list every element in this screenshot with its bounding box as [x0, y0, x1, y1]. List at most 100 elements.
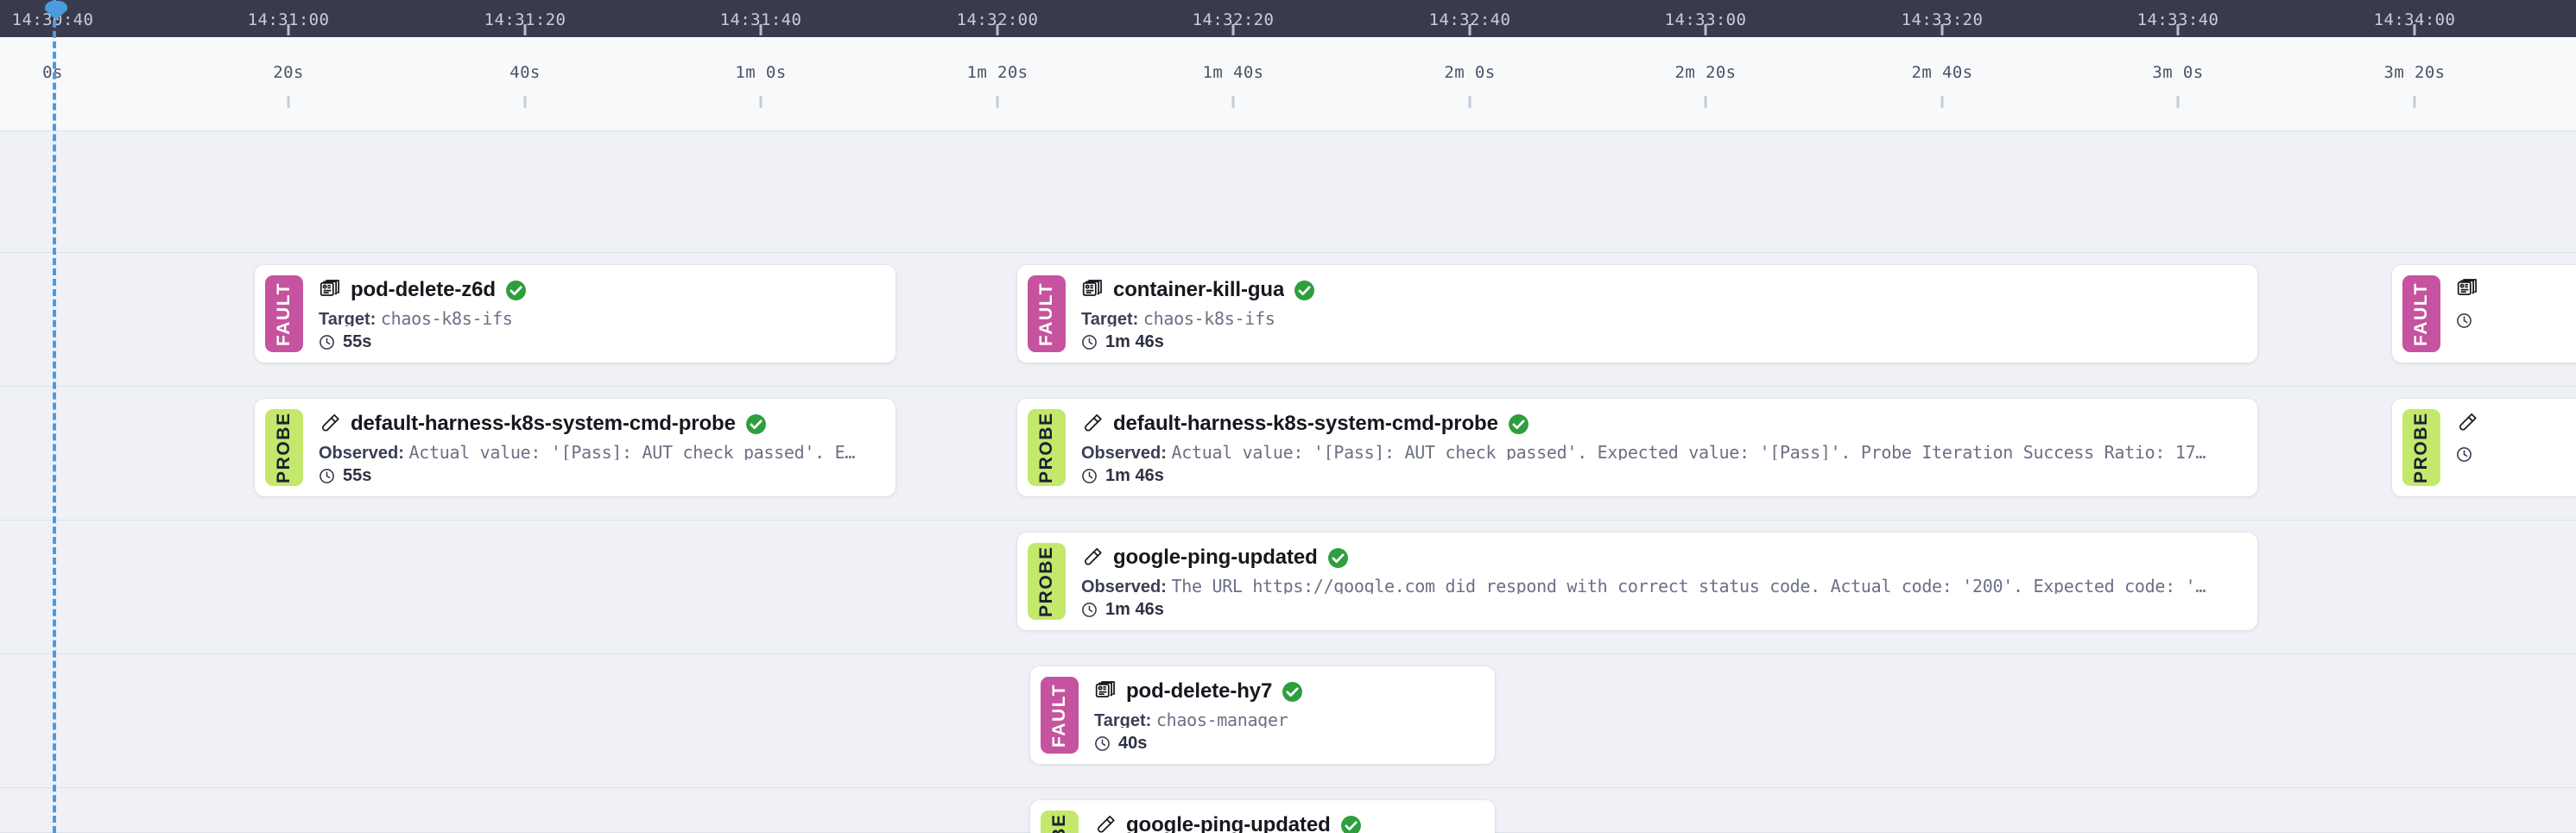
tick-mark-icon	[287, 24, 290, 35]
event-duration: 55s	[319, 332, 885, 352]
event-duration: 1m 46s	[1081, 466, 2247, 486]
tick-mark-icon	[1940, 96, 1944, 108]
test-tube-icon	[322, 413, 339, 432]
card-body: default-harness-k8s-system-cmd-probe Obs…	[1066, 409, 2247, 486]
success-check-icon	[1508, 413, 1529, 434]
relative-time-label: 40s	[510, 63, 541, 82]
event-detail-value: The URL https://google.com did respond w…	[1171, 576, 2206, 594]
success-check-icon	[1327, 547, 1348, 568]
tick-mark-icon	[1468, 96, 1472, 108]
event-name: pod-delete-hy7	[1126, 679, 1273, 703]
pod-icon	[320, 280, 339, 296]
event-name: default-harness-k8s-system-cmd-probe	[351, 412, 736, 435]
event-name: google-ping-updated	[1126, 813, 1331, 833]
absolute-time-label: 14:32:00	[956, 10, 1039, 29]
tick-mark-icon	[1940, 24, 1944, 35]
event-detail: Observed: Actual value: '[Pass]: AUT che…	[319, 442, 885, 460]
event-name: container-kill-gua	[1113, 278, 1285, 301]
probe-event-card[interactable]: PROBE google-ping-updated Observed: The …	[1030, 800, 1495, 833]
tick-mark-icon	[1468, 24, 1472, 35]
card-title-row	[2456, 412, 2576, 434]
event-duration: 55s	[319, 466, 885, 486]
tick-mark-icon	[1231, 24, 1235, 35]
clock-icon	[2457, 313, 2472, 328]
card-body	[2440, 275, 2576, 352]
fault-event-card[interactable]: FAULT pod-delete-hy7 Target: chaos-manag…	[1030, 666, 1495, 764]
success-check-icon	[745, 413, 766, 434]
fault-event-card[interactable]: FAULT pod-delete-z6d Target: chaos-k8s-i…	[255, 265, 896, 363]
event-detail-key: Target:	[1081, 310, 1143, 326]
event-duration-value: 1m 46s	[1105, 466, 1164, 485]
card-title-row: default-harness-k8s-system-cmd-probe	[1081, 412, 2247, 436]
card-title-row: container-kill-gua	[1081, 278, 2247, 302]
event-duration: 1m 46s	[1081, 332, 2247, 352]
absolute-time-ruler[interactable]: 14:30:40 14:31:00 14:31:20 14:31:40 14:3…	[0, 0, 2576, 37]
fault-event-card[interactable]: FAULT container-kill-gua Target: chaos-k…	[1017, 265, 2257, 363]
absolute-time-label: 14:31:00	[247, 10, 330, 29]
absolute-time-label: 14:31:40	[719, 10, 802, 29]
card-body: default-harness-k8s-system-cmd-probe Obs…	[303, 409, 885, 486]
event-detail-key: Observed:	[1081, 444, 1172, 460]
test-tube-icon	[1085, 547, 1102, 565]
clock-icon	[2457, 447, 2472, 462]
success-check-icon	[1340, 815, 1361, 833]
absolute-time-label: 14:33:20	[1901, 10, 1984, 29]
card-body: pod-delete-hy7 Target: chaos-manager 40s	[1079, 677, 1484, 754]
absolute-time-label: 14:30:40	[11, 10, 94, 29]
tick-mark-icon	[523, 24, 527, 35]
event-detail: Target: chaos-k8s-ifs	[319, 308, 885, 326]
absolute-time-label: 14:32:40	[1428, 10, 1511, 29]
relative-time-ruler[interactable]: 0s 20s 40s 1m 0s 1m 20s 1m 40s 2m 0s 2m …	[0, 37, 2576, 131]
fault-event-card[interactable]: FAULT	[2392, 265, 2576, 363]
relative-time-label: 2m 20s	[1674, 63, 1737, 82]
success-check-icon	[1294, 280, 1315, 300]
pod-icon	[1095, 681, 1115, 697]
tick-mark-icon	[287, 96, 290, 108]
event-detail-value: chaos-manager	[1155, 710, 1288, 728]
tick-mark-icon	[996, 96, 999, 108]
absolute-time-label: 14:31:20	[484, 10, 566, 29]
probe-event-card[interactable]: PROBE google-ping-updated Observed: The …	[1017, 533, 2257, 630]
probe-badge: PROBE	[1041, 811, 1079, 833]
absolute-time-label: 14:33:40	[2136, 10, 2219, 29]
card-title-row: google-ping-updated	[1094, 813, 1484, 833]
tick-mark-icon	[996, 24, 999, 35]
tick-mark-icon	[523, 96, 527, 108]
event-name: google-ping-updated	[1113, 546, 1318, 569]
event-detail: Observed: Actual value: '[Pass]: AUT che…	[1081, 442, 2247, 460]
clock-icon	[1095, 736, 1110, 751]
fault-badge: FAULT	[2402, 275, 2440, 352]
probe-event-card[interactable]: PROBE default-harness-k8s-system-cmd-pro…	[1017, 399, 2257, 496]
test-tube-icon	[1098, 815, 1115, 833]
probe-badge: PROBE	[2402, 409, 2440, 486]
event-detail-value: Actual value: '[Pass]: AUT check passed'…	[1171, 442, 2206, 460]
relative-time-label: 2m 40s	[1911, 63, 1973, 82]
tick-mark-icon	[1231, 96, 1235, 108]
clock-icon	[1082, 603, 1097, 617]
event-duration	[2456, 446, 2576, 463]
fault-badge: FAULT	[265, 275, 303, 352]
relative-time-label: 2m 0s	[1444, 63, 1496, 82]
relative-time-label: 1m 0s	[735, 63, 787, 82]
absolute-time-label: 14:33:00	[1664, 10, 1747, 29]
event-duration-value: 40s	[1118, 734, 1148, 753]
clock-icon	[320, 469, 334, 483]
event-duration: 1m 46s	[1081, 600, 2247, 620]
event-detail-key: Target:	[1094, 711, 1156, 728]
fault-badge: FAULT	[1041, 677, 1079, 754]
relative-time-label: 20s	[273, 63, 304, 82]
event-duration: 40s	[1094, 734, 1484, 754]
clock-icon	[1082, 335, 1097, 350]
relative-time-label: 3m 0s	[2152, 63, 2204, 82]
probe-badge: PROBE	[1028, 543, 1066, 620]
probe-event-card[interactable]: PROBE	[2392, 399, 2576, 496]
probe-badge: PROBE	[1028, 409, 1066, 486]
card-title-row: pod-delete-hy7	[1094, 679, 1484, 704]
probe-event-card[interactable]: PROBE default-harness-k8s-system-cmd-pro…	[255, 399, 896, 496]
probe-badge: PROBE	[265, 409, 303, 486]
success-check-icon	[505, 280, 526, 300]
event-detail-value: chaos-k8s-ifs	[380, 308, 513, 326]
relative-time-label: 3m 20s	[2383, 63, 2446, 82]
card-title-row: google-ping-updated	[1081, 546, 2247, 570]
card-title-row: pod-delete-z6d	[319, 278, 885, 302]
